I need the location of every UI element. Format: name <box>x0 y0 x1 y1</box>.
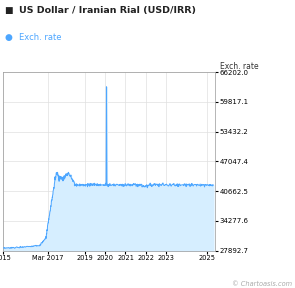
Text: © Chartoasis.com: © Chartoasis.com <box>232 281 292 287</box>
Text: US Dollar / Iranian Rial (USD/IRR): US Dollar / Iranian Rial (USD/IRR) <box>19 6 196 15</box>
Text: Exch. rate: Exch. rate <box>19 33 62 42</box>
Text: ■: ■ <box>4 6 13 15</box>
Text: Exch. rate: Exch. rate <box>220 62 258 71</box>
Text: ●: ● <box>4 33 12 42</box>
